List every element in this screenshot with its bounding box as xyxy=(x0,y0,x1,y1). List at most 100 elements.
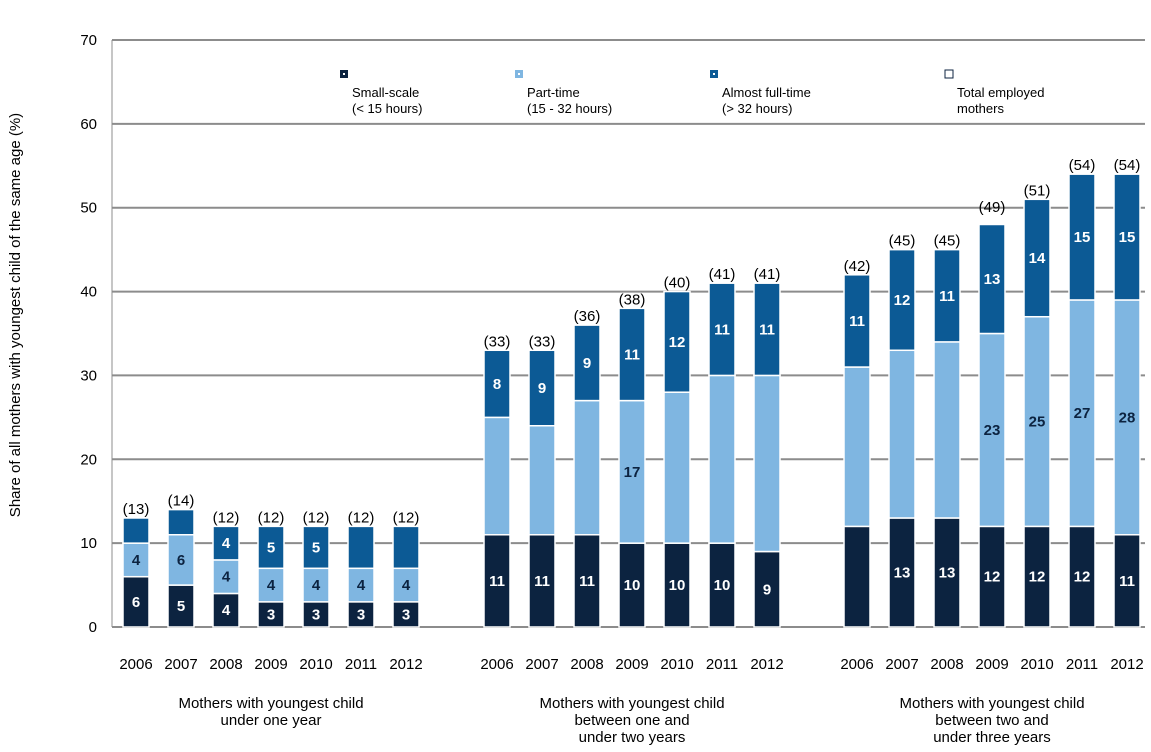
y-tick-label: 30 xyxy=(80,367,97,384)
y-tick-label: 10 xyxy=(80,535,97,552)
y-tick-label: 60 xyxy=(80,116,97,133)
bar-segment-full xyxy=(573,324,601,402)
x-tick-label: 2011 xyxy=(345,656,377,673)
bar-total-label: (38) xyxy=(619,291,646,308)
bar-label-full: 11 xyxy=(939,288,955,305)
x-tick-label: 2007 xyxy=(525,656,558,673)
bar-segment-small xyxy=(708,542,736,628)
x-tick-label: 2011 xyxy=(1066,656,1098,673)
bar-segment-part xyxy=(663,391,691,544)
legend-item-full: Almost full-time(> 32 hours) xyxy=(710,70,811,116)
bar-segment-part xyxy=(753,374,781,553)
bar-segment-full xyxy=(933,248,961,343)
bar-label-full: 4 xyxy=(222,535,231,552)
y-tick-label: 50 xyxy=(80,200,97,217)
bar-label-small: 3 xyxy=(402,606,410,623)
legend-swatch-dot xyxy=(518,73,520,75)
x-tick-label: 2006 xyxy=(480,656,513,673)
x-tick-label: 2008 xyxy=(209,656,242,673)
bar-segment-small xyxy=(888,517,916,628)
bar-total-label: (12) xyxy=(213,509,240,526)
bar-label-small: 10 xyxy=(669,577,686,594)
bar-label-full: 12 xyxy=(894,292,911,309)
bar-segment-full xyxy=(1113,173,1141,301)
bar-total-label: (14) xyxy=(168,493,195,510)
x-tick-label: 2011 xyxy=(706,656,738,673)
bar-label-full: 11 xyxy=(759,321,775,338)
bar-segment-part xyxy=(212,559,240,595)
bar-segment-part xyxy=(618,399,646,544)
y-tick-label: 20 xyxy=(80,451,97,468)
bar-segment-small xyxy=(483,534,511,628)
bar-total-label: (36) xyxy=(574,308,601,325)
bar-segment-small xyxy=(753,550,781,628)
legend-swatch-dot xyxy=(343,73,345,75)
legend-item-small: Small-scale(< 15 hours) xyxy=(340,70,422,116)
bar-label-part: 28 xyxy=(1119,409,1136,426)
bar-segment-part xyxy=(573,399,601,536)
bar-segment-full xyxy=(618,307,646,402)
bar-label-small: 3 xyxy=(357,606,365,623)
group-label: under three years xyxy=(933,729,1051,746)
y-tick-label: 70 xyxy=(80,32,97,49)
bar-segment-part xyxy=(347,567,375,603)
bar-segment-part xyxy=(888,349,916,519)
bar-total-label: (13) xyxy=(123,501,150,518)
bar-label-full: 9 xyxy=(538,380,546,397)
bar-label-part: 4 xyxy=(357,577,366,594)
bar-group: 11 8 (33) 11 9 (33) 11 9 (36) 10 17 11 (38) 10 12 (40) 1… xyxy=(483,266,781,628)
legend-swatch-dot xyxy=(713,73,715,75)
bar-segment-full xyxy=(1068,173,1096,301)
bar-total-label: (45) xyxy=(934,233,961,250)
bar-segment-full xyxy=(122,517,150,544)
x-tick-label: 2006 xyxy=(840,656,873,673)
bar-total-label: (49) xyxy=(979,199,1006,216)
bar-segment-part xyxy=(483,416,511,536)
bars: 6 4 (13) 5 6 (14) 4 4 4 (12) 3 4 5 (12) 3 4 5 (12) 3 4 (12) 3… xyxy=(122,157,1141,628)
bar-segment-full xyxy=(1023,198,1051,318)
legend-item-part: Part-time(15 - 32 hours) xyxy=(515,70,612,116)
bar-label-small: 11 xyxy=(1119,573,1135,590)
y-tick-label: 0 xyxy=(89,619,97,636)
bar-label-small: 12 xyxy=(984,569,1001,586)
bar-segment-part xyxy=(392,567,420,603)
bar-total-label: (41) xyxy=(709,266,736,283)
bar-label-part: 4 xyxy=(222,569,231,586)
bar-label-small: 3 xyxy=(267,606,275,623)
legend-label: Part-time xyxy=(527,85,580,100)
bar-segment-full xyxy=(528,349,556,427)
bar-label-full: 15 xyxy=(1074,229,1091,246)
bar-group: 11 (42) 13 12 (45) 13 11 (45) 12 23 13 (49) 12 25 14 (5… xyxy=(843,157,1141,628)
x-tick-label: 2009 xyxy=(975,656,1008,673)
bar-label-part: 4 xyxy=(132,552,141,569)
bar-label-full: 11 xyxy=(714,321,730,338)
bar-label-full: 15 xyxy=(1119,229,1136,246)
x-tick-label: 2008 xyxy=(930,656,963,673)
bar-segment-full xyxy=(708,282,736,377)
group-label: under one year xyxy=(221,712,322,729)
bar-label-full: 11 xyxy=(849,313,865,330)
bar-label-part: 6 xyxy=(177,552,185,569)
bar-segment-part xyxy=(843,366,871,528)
bar-label-full: 8 xyxy=(493,376,501,393)
bar-segment-full xyxy=(167,508,195,536)
bar-total-label: (40) xyxy=(664,275,691,292)
bar-segment-small xyxy=(528,534,556,628)
bar-label-small: 5 xyxy=(177,598,185,615)
bar-segment-full xyxy=(843,274,871,368)
bar-label-full: 12 xyxy=(669,334,686,351)
group-label: between one and xyxy=(574,712,689,729)
bar-label-small: 11 xyxy=(534,573,550,590)
bar-total-label: (54) xyxy=(1069,157,1096,174)
x-axis: 2006 2007 2008 2009 2010 2011 2012 Mothers with… xyxy=(119,656,1143,746)
bar-total-label: (42) xyxy=(844,258,871,275)
group-label: Mothers with youngest child xyxy=(539,695,724,712)
group-label: Mothers with youngest child xyxy=(178,695,363,712)
bar-label-full: 11 xyxy=(624,346,640,363)
bar-total-label: (12) xyxy=(393,509,420,526)
bar-segment-small xyxy=(663,542,691,628)
bar-label-part: 4 xyxy=(312,577,321,594)
bar-label-small: 11 xyxy=(489,573,505,590)
